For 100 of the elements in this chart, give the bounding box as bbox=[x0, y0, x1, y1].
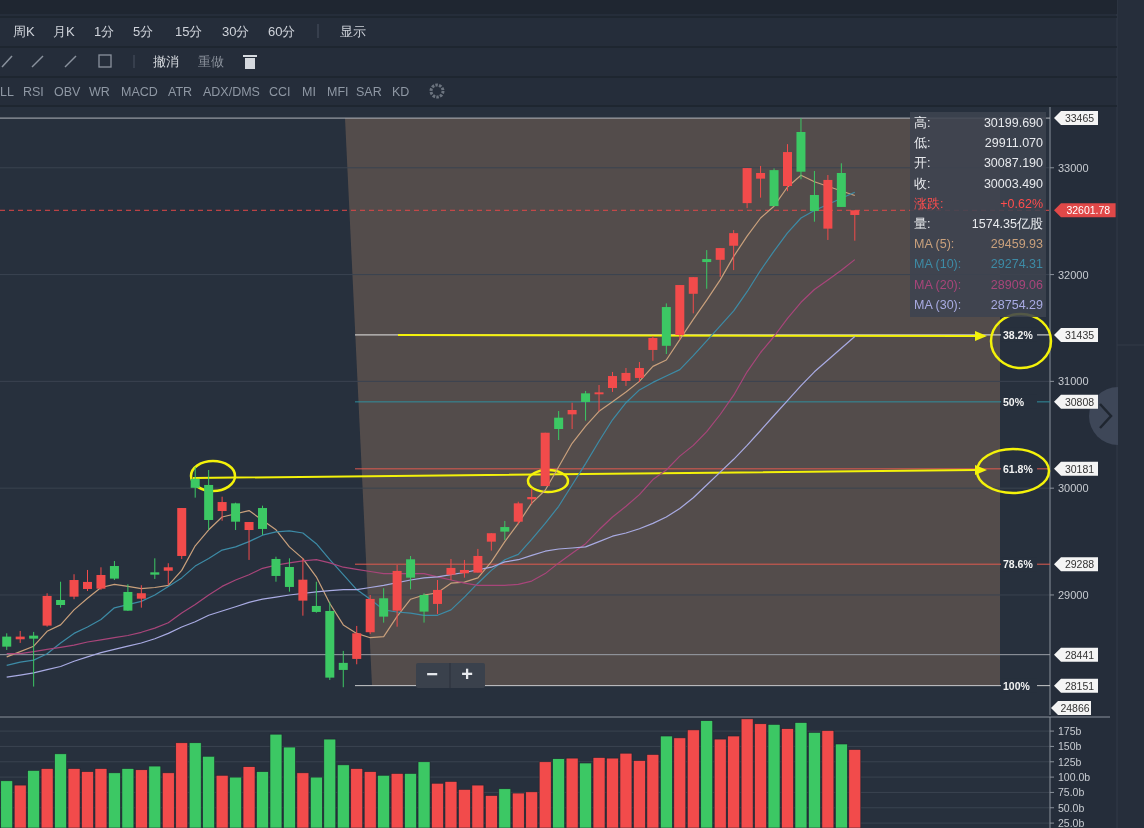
ref-line-label: 28441 bbox=[1064, 648, 1095, 661]
annotation: 开: bbox=[914, 156, 931, 171]
candlestick bbox=[621, 367, 631, 387]
annotation: 28909.06 bbox=[990, 277, 1044, 292]
candlestick bbox=[648, 335, 658, 362]
text: MA (10): bbox=[914, 257, 962, 272]
y-tick-label: 150b bbox=[1058, 740, 1082, 753]
candlestick bbox=[406, 555, 416, 590]
annotation: 低: bbox=[914, 136, 931, 151]
candlestick bbox=[756, 165, 766, 199]
candlestick bbox=[688, 276, 698, 314]
text: SAR bbox=[356, 85, 382, 99]
y-tick-label: 33000 bbox=[1058, 161, 1089, 174]
candlestick bbox=[311, 581, 321, 614]
annotation: + bbox=[461, 663, 473, 685]
annotation: 1574.35亿股 bbox=[971, 217, 1043, 231]
text: MA (20): bbox=[914, 277, 962, 292]
candlestick bbox=[594, 384, 604, 412]
text: 5分 bbox=[133, 24, 154, 39]
text: 显示 bbox=[340, 24, 366, 39]
annotation: 量: bbox=[914, 217, 931, 231]
text: 月K bbox=[53, 24, 75, 39]
candlestick bbox=[419, 592, 429, 624]
y-tick-label: 125b bbox=[1058, 755, 1082, 768]
candlestick bbox=[271, 556, 281, 583]
text: MI bbox=[302, 85, 316, 99]
ref-line-label: 32601.78 bbox=[1066, 204, 1111, 217]
candlestick bbox=[244, 521, 254, 561]
annotation: 收: bbox=[914, 176, 931, 191]
text: 15分 bbox=[175, 24, 203, 39]
line-series bbox=[6, 335, 856, 678]
text: ADX/DMS bbox=[203, 85, 260, 99]
annotation: − bbox=[426, 663, 438, 685]
y-tick-label: 25.0b bbox=[1058, 817, 1085, 828]
text: 24866 bbox=[1060, 702, 1090, 714]
text: LL bbox=[0, 85, 14, 99]
candlestick bbox=[163, 562, 173, 586]
annotation: 28754.29 bbox=[990, 297, 1044, 312]
candlestick bbox=[379, 587, 389, 624]
annotation: 61.8% bbox=[1003, 462, 1034, 475]
annotation: 30087.190 bbox=[983, 156, 1044, 171]
candlestick bbox=[83, 569, 92, 592]
text: 重做 bbox=[198, 54, 224, 69]
candlestick bbox=[500, 520, 510, 541]
candlestick bbox=[109, 560, 119, 581]
y-tick-label: 175b bbox=[1058, 725, 1082, 738]
text: 撤消 bbox=[153, 54, 179, 69]
text: ATR bbox=[168, 85, 193, 99]
text: RSI bbox=[23, 85, 44, 99]
candlestick bbox=[702, 249, 712, 290]
text: MA (5): bbox=[914, 237, 955, 252]
candlestick bbox=[69, 573, 79, 600]
candlestick bbox=[150, 557, 160, 580]
text: 1分 bbox=[94, 24, 115, 39]
annotation: 100% bbox=[1003, 679, 1031, 692]
y-tick-label: 32000 bbox=[1058, 268, 1089, 281]
candlestick bbox=[634, 361, 644, 383]
candlestick bbox=[284, 557, 294, 593]
annotation: 29911.070 bbox=[984, 136, 1044, 151]
annotation: 29274.31 bbox=[990, 257, 1044, 272]
annotation: 30003.490 bbox=[983, 176, 1044, 191]
ref-line-label: 30181 bbox=[1064, 462, 1095, 475]
annotation: 50% bbox=[1003, 395, 1025, 408]
candlestick bbox=[581, 390, 591, 422]
y-tick-label: 75.0b bbox=[1058, 786, 1085, 799]
text: MA (30): bbox=[914, 297, 962, 312]
candlestick bbox=[56, 581, 66, 609]
text: KD bbox=[392, 85, 410, 99]
annotation: 高: bbox=[914, 115, 931, 130]
annotation: 78.6% bbox=[1003, 558, 1034, 571]
annotation: 30199.690 bbox=[983, 116, 1044, 130]
candlestick bbox=[850, 209, 860, 242]
candlestick bbox=[96, 566, 106, 591]
ref-line-label: 31435 bbox=[1064, 328, 1095, 341]
candlestick bbox=[338, 650, 348, 688]
candlestick bbox=[715, 247, 725, 278]
annotation: 38.2% bbox=[1003, 328, 1034, 341]
candlestick bbox=[809, 170, 819, 223]
annotation: +0.62% bbox=[1000, 196, 1043, 211]
candlestick bbox=[217, 496, 227, 522]
text: 30分 bbox=[222, 24, 250, 39]
y-tick-label: 30000 bbox=[1058, 482, 1089, 495]
candlestick bbox=[258, 505, 267, 536]
text: 60分 bbox=[268, 24, 296, 39]
y-tick-label: 100.0b bbox=[1058, 771, 1091, 784]
text: MFI bbox=[327, 85, 349, 99]
text: OBV bbox=[54, 85, 82, 99]
candlestick bbox=[473, 548, 483, 574]
candlestick bbox=[123, 583, 133, 612]
text: WR bbox=[89, 85, 110, 99]
candlestick bbox=[513, 501, 523, 525]
candlestick bbox=[446, 558, 456, 581]
candlestick bbox=[231, 502, 241, 531]
candlestick bbox=[298, 557, 308, 617]
candlestick bbox=[29, 631, 39, 688]
ref-line-label: 29288 bbox=[1064, 558, 1095, 571]
ref-line-label: 28151 bbox=[1064, 679, 1095, 692]
ref-line-label: 33465 bbox=[1064, 112, 1095, 125]
y-tick-label: 31000 bbox=[1058, 375, 1089, 388]
candlestick bbox=[729, 229, 739, 271]
